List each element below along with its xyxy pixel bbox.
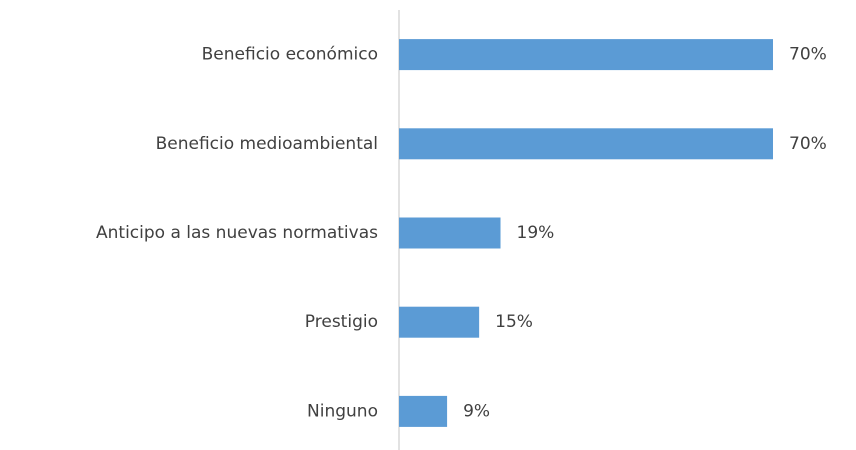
- category-label: Beneficio medioambiental: [156, 134, 378, 154]
- value-label: 70%: [789, 45, 827, 65]
- value-label: 15%: [495, 312, 533, 332]
- bar: [399, 395, 448, 427]
- bar: [399, 128, 773, 160]
- bar: [399, 217, 501, 249]
- category-label: Anticipo a las nuevas normativas: [96, 223, 378, 243]
- value-label: 70%: [789, 134, 827, 154]
- category-label: Beneficio económico: [202, 45, 378, 65]
- bar: [399, 306, 480, 338]
- category-label: Prestigio: [305, 312, 378, 332]
- value-label: 9%: [463, 401, 490, 421]
- bar: [399, 39, 773, 71]
- category-label: Ninguno: [307, 401, 378, 421]
- value-label: 19%: [517, 223, 555, 243]
